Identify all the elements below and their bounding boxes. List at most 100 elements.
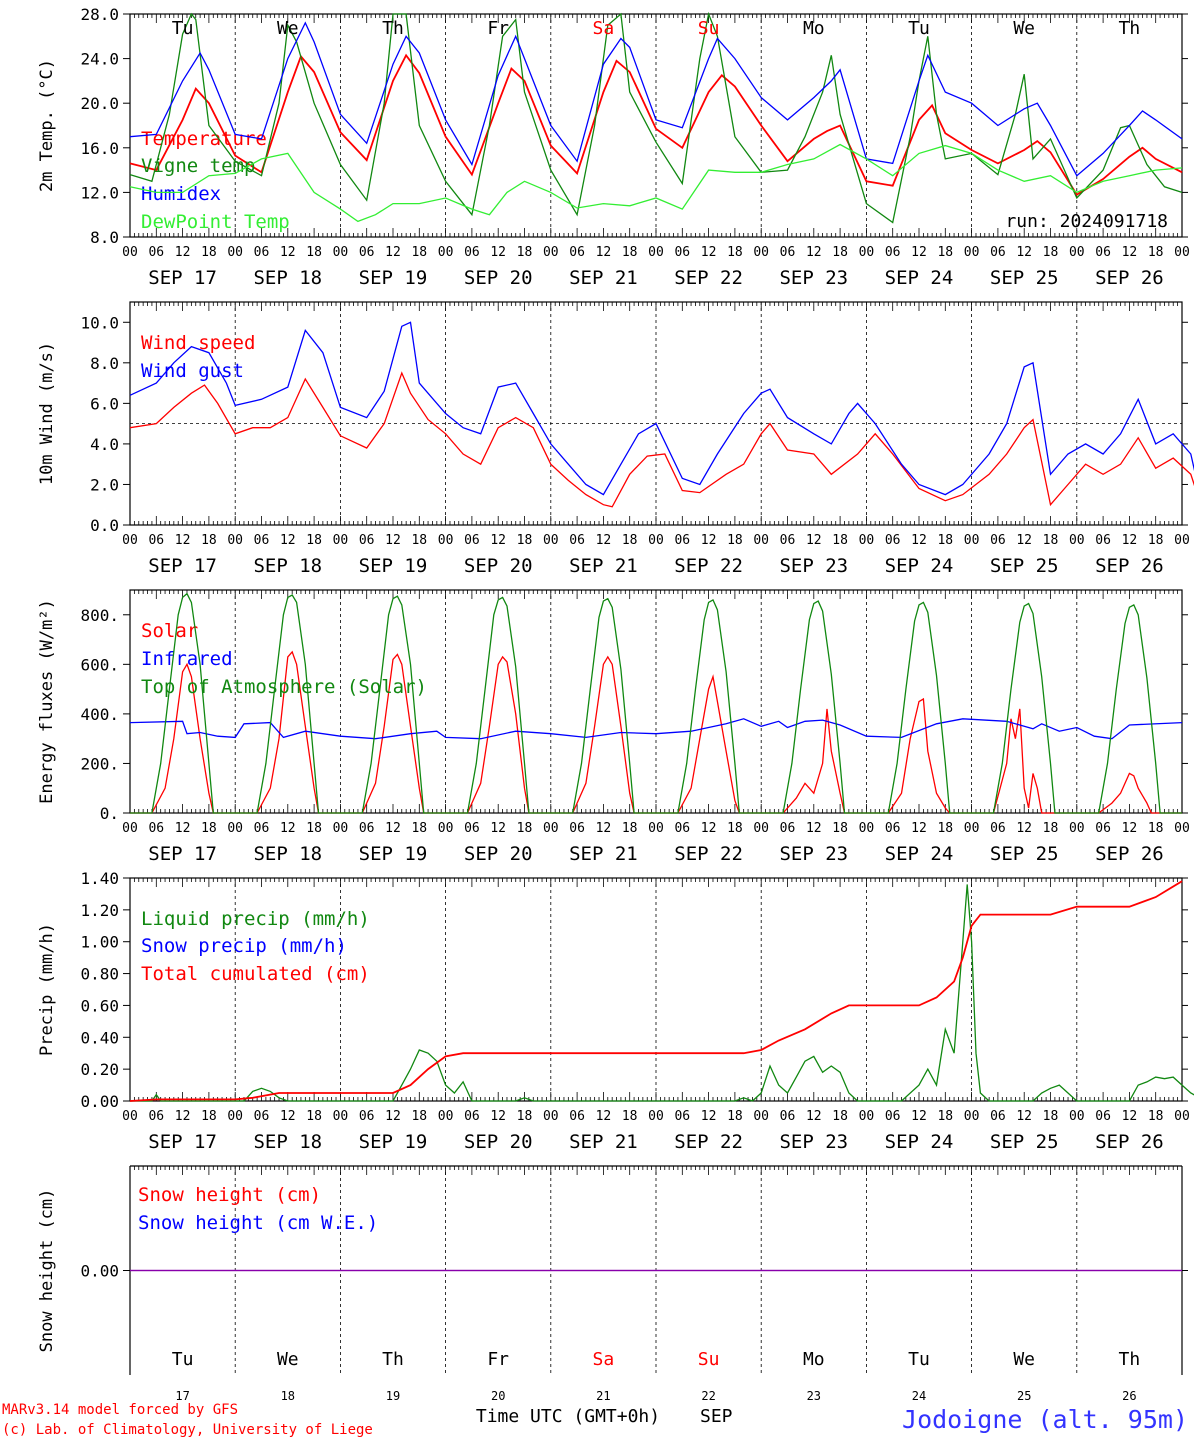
hour-label: 06 xyxy=(1095,245,1111,260)
hour-label: 00 xyxy=(122,821,138,836)
y-tick-label: 20.0 xyxy=(80,94,119,113)
y-tick-label: 0.00 xyxy=(80,1092,119,1111)
date-label: SEP 20 xyxy=(464,1131,533,1153)
series-line-1-1 xyxy=(129,321,1194,496)
y-tick-label: 2.0 xyxy=(90,475,119,494)
y-axis-label: Energy fluxes (W/m²) xyxy=(37,599,57,804)
date-label: SEP 21 xyxy=(569,1131,638,1153)
hour-label: 00 xyxy=(753,533,769,548)
hour-label: 06 xyxy=(780,1109,796,1124)
hour-label: 06 xyxy=(780,245,796,260)
day-label: Th xyxy=(382,18,404,39)
y-tick-label: 8.0 xyxy=(90,228,119,247)
legend-entry: Wind speed xyxy=(141,332,255,354)
hour-label: 12 xyxy=(385,245,401,260)
hour-label: 00 xyxy=(753,821,769,836)
y-tick-label: 600. xyxy=(80,655,119,674)
hour-label: 12 xyxy=(911,1109,927,1124)
date-label: SEP 26 xyxy=(1095,1131,1164,1153)
hour-label: 00 xyxy=(1069,821,1085,836)
hour-label: 18 xyxy=(727,1109,743,1124)
hour-label: 00 xyxy=(1069,1109,1085,1124)
day-label: Fr xyxy=(487,1349,509,1370)
panel-1-frame xyxy=(129,301,1183,526)
date-label: SEP 18 xyxy=(253,555,322,577)
hour-label: 06 xyxy=(148,533,164,548)
hour-label: 12 xyxy=(385,533,401,548)
y-tick-label: 0. xyxy=(100,804,119,823)
month-label: SEP xyxy=(700,1406,733,1427)
hour-label: 00 xyxy=(438,533,454,548)
hour-label: 00 xyxy=(1069,533,1085,548)
day-label: Tu xyxy=(172,1349,194,1370)
hour-label: 12 xyxy=(490,533,506,548)
hour-label: 18 xyxy=(1148,1109,1164,1124)
y-tick-label: 0.00 xyxy=(80,1262,119,1281)
date-number: 20 xyxy=(491,1389,505,1403)
date-label: SEP 19 xyxy=(359,1131,428,1153)
hour-label: 06 xyxy=(885,245,901,260)
hour-label: 00 xyxy=(227,821,243,836)
hour-label: 12 xyxy=(596,821,612,836)
date-label: SEP 23 xyxy=(779,843,848,865)
hour-label: 18 xyxy=(727,533,743,548)
series-line-3-0 xyxy=(130,884,1194,1102)
date-label: SEP 17 xyxy=(148,267,217,289)
hour-label: 18 xyxy=(411,533,427,548)
date-label: SEP 20 xyxy=(464,267,533,289)
hour-label: 18 xyxy=(1043,533,1059,548)
hour-label: 00 xyxy=(753,245,769,260)
hour-label: 06 xyxy=(359,821,375,836)
hour-label: 06 xyxy=(885,821,901,836)
hour-label: 12 xyxy=(911,821,927,836)
hour-label: 00 xyxy=(1174,1109,1190,1124)
hour-label: 18 xyxy=(517,821,533,836)
hour-label: 18 xyxy=(937,533,953,548)
date-label: SEP 20 xyxy=(464,555,533,577)
hour-label: 00 xyxy=(1174,821,1190,836)
date-label: SEP 25 xyxy=(990,555,1059,577)
day-label: Th xyxy=(1119,1349,1141,1370)
hour-label: 12 xyxy=(280,533,296,548)
y-tick-label: 0.40 xyxy=(80,1028,119,1047)
y-tick-label: 1.20 xyxy=(80,901,119,920)
date-label: SEP 24 xyxy=(885,1131,954,1153)
hour-label: 18 xyxy=(1043,821,1059,836)
hour-label: 12 xyxy=(1016,533,1032,548)
hour-label: 12 xyxy=(806,1109,822,1124)
hour-label: 18 xyxy=(832,533,848,548)
day-label: Sa xyxy=(593,1349,615,1370)
hour-label: 18 xyxy=(411,1109,427,1124)
day-label: Th xyxy=(382,1349,404,1370)
legend-entry: Snow precip (mm/h) xyxy=(141,935,347,957)
hour-label: 06 xyxy=(148,1109,164,1124)
hour-label: 18 xyxy=(411,245,427,260)
legend-entry: Vigne temp xyxy=(141,155,255,177)
legend-entry: Temperature xyxy=(141,128,267,150)
hour-label: 00 xyxy=(227,533,243,548)
hour-label: 06 xyxy=(990,533,1006,548)
date-label: SEP 26 xyxy=(1095,555,1164,577)
hour-label: 12 xyxy=(175,533,191,548)
hour-label: 00 xyxy=(227,1109,243,1124)
legend-entry: Top of Atmosphere (Solar) xyxy=(141,676,427,698)
location-title: Jodoigne (alt. 95m) xyxy=(902,1405,1188,1434)
date-number: 26 xyxy=(1122,1389,1136,1403)
hour-label: 06 xyxy=(148,821,164,836)
hour-label: 12 xyxy=(1122,245,1138,260)
hour-label: 06 xyxy=(780,821,796,836)
date-label: SEP 22 xyxy=(674,555,743,577)
hour-label: 00 xyxy=(1069,245,1085,260)
hour-label: 00 xyxy=(543,1109,559,1124)
hour-label: 00 xyxy=(333,1109,349,1124)
hour-label: 12 xyxy=(596,533,612,548)
series-line-3-2 xyxy=(129,880,1183,1102)
day-label: We xyxy=(277,18,299,39)
hour-label: 06 xyxy=(990,245,1006,260)
day-label: We xyxy=(1013,18,1035,39)
run-label: run: 2024091718 xyxy=(1005,211,1168,232)
day-label: Su xyxy=(698,1349,720,1370)
date-label: SEP 19 xyxy=(359,843,428,865)
y-tick-label: 28.0 xyxy=(80,5,119,24)
